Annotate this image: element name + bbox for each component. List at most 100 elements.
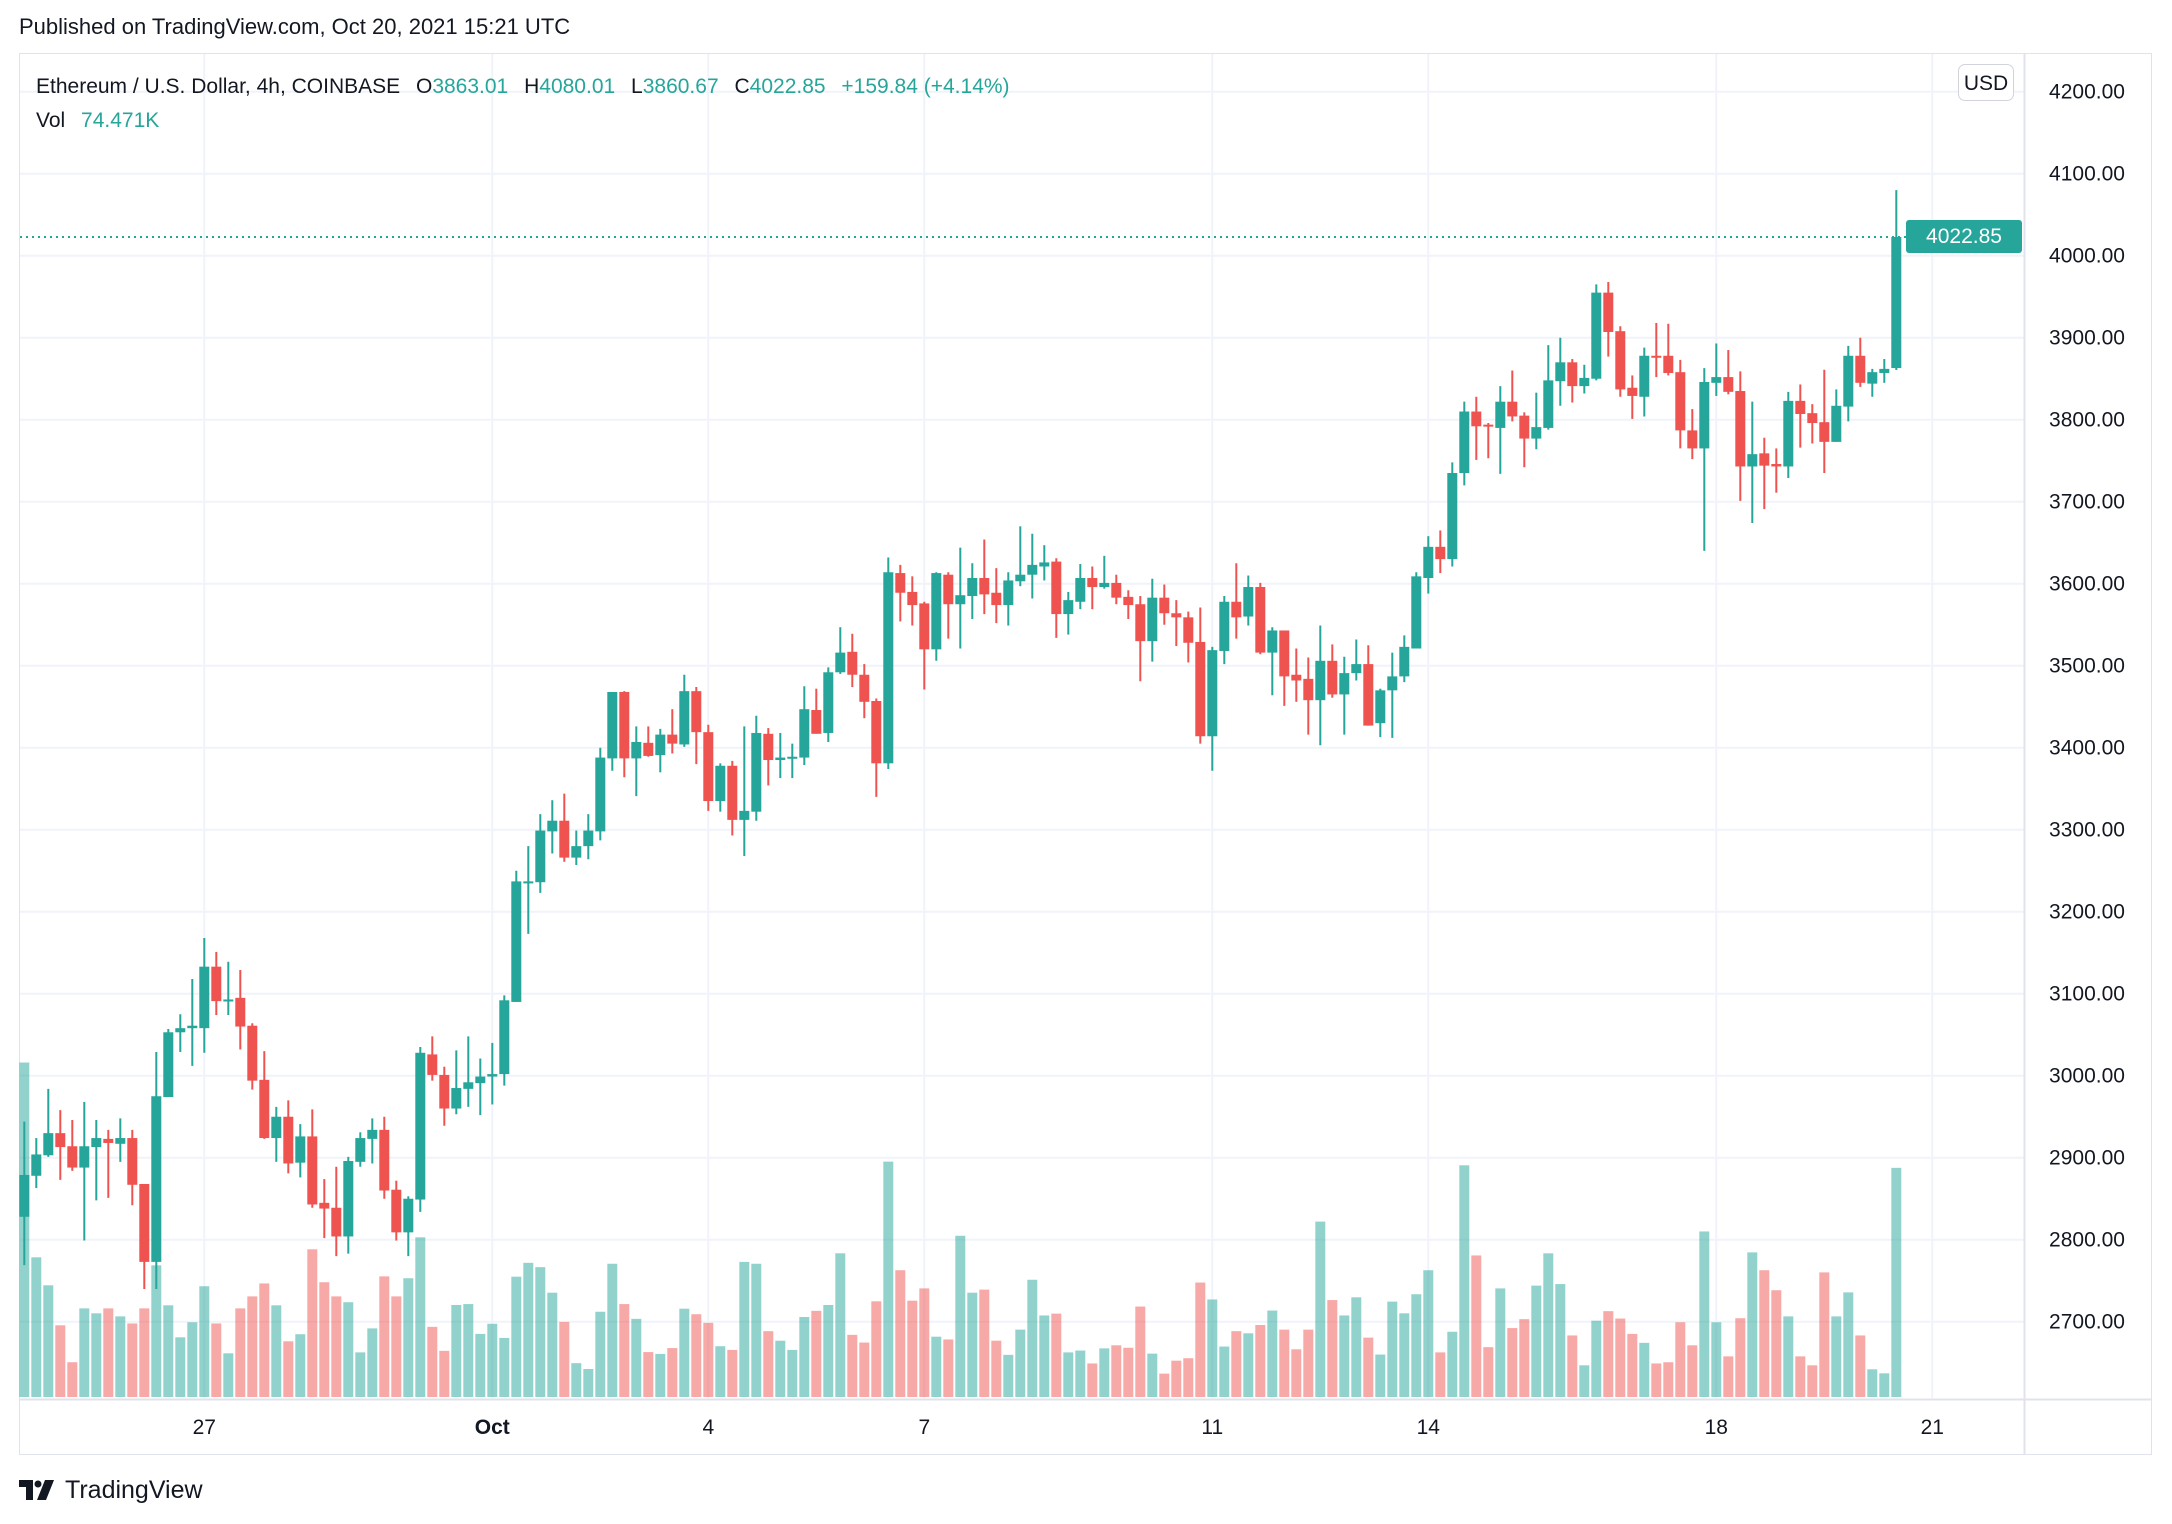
candle[interactable] <box>1555 337 1566 406</box>
candle[interactable] <box>1543 345 1554 430</box>
candle[interactable] <box>475 1058 486 1116</box>
candle[interactable] <box>1819 369 1830 474</box>
candle[interactable] <box>631 726 642 797</box>
candle[interactable] <box>1747 401 1758 524</box>
candle[interactable] <box>1711 343 1722 396</box>
candle[interactable] <box>379 1116 390 1199</box>
candle[interactable] <box>535 814 546 893</box>
candle[interactable] <box>751 715 762 821</box>
candle[interactable] <box>187 978 198 1066</box>
candle[interactable] <box>967 563 978 619</box>
candle[interactable] <box>235 969 246 1050</box>
symbol-title[interactable]: Ethereum / U.S. Dollar, 4h, COINBASE <box>36 75 401 98</box>
candle[interactable] <box>1375 688 1386 738</box>
candle[interactable] <box>1039 545 1050 581</box>
candle[interactable] <box>487 1042 498 1105</box>
candle[interactable] <box>1663 323 1674 376</box>
candle[interactable] <box>319 1179 330 1239</box>
candle[interactable] <box>391 1180 402 1241</box>
candle[interactable] <box>31 1138 42 1189</box>
candle[interactable] <box>1063 591 1074 635</box>
tradingview-logo[interactable]: TradingView <box>19 1474 203 1506</box>
candle[interactable] <box>1339 656 1350 735</box>
candle[interactable] <box>571 830 582 865</box>
candle[interactable] <box>823 667 834 742</box>
candle[interactable] <box>1327 644 1338 698</box>
candle[interactable] <box>907 576 918 626</box>
candle[interactable] <box>583 814 594 860</box>
candle[interactable] <box>931 572 942 661</box>
candle[interactable] <box>559 793 570 862</box>
candle[interactable] <box>1351 639 1362 681</box>
candle[interactable] <box>1387 652 1398 738</box>
candle[interactable] <box>1243 575 1254 626</box>
candle[interactable] <box>55 1110 66 1180</box>
candle[interactable] <box>607 691 618 771</box>
candle[interactable] <box>1495 386 1506 474</box>
candle[interactable] <box>163 1028 174 1098</box>
candle[interactable] <box>667 709 678 754</box>
candle[interactable] <box>1603 281 1614 357</box>
candle[interactable] <box>1399 635 1410 683</box>
candle[interactable] <box>883 557 894 770</box>
candle[interactable] <box>1831 389 1842 442</box>
candle[interactable] <box>619 691 630 778</box>
candle[interactable] <box>1435 530 1446 574</box>
candle[interactable] <box>811 688 822 734</box>
candle[interactable] <box>727 760 738 836</box>
candle[interactable] <box>1651 322 1662 378</box>
candle[interactable] <box>691 687 702 765</box>
candle[interactable] <box>919 601 930 690</box>
candle[interactable] <box>1159 584 1170 625</box>
candle[interactable] <box>19 1121 30 1266</box>
candle[interactable] <box>1111 574 1122 605</box>
candle[interactable] <box>1291 648 1302 702</box>
candle[interactable] <box>1675 359 1686 449</box>
candle[interactable] <box>463 1036 474 1107</box>
candle[interactable] <box>1423 536 1434 594</box>
candle[interactable] <box>211 951 222 1016</box>
candle[interactable] <box>1303 657 1314 735</box>
candle[interactable] <box>127 1129 138 1206</box>
currency-button[interactable]: USD <box>1958 64 2014 101</box>
candle[interactable] <box>259 1051 270 1139</box>
candle[interactable] <box>79 1101 90 1241</box>
candle[interactable] <box>1123 590 1134 619</box>
candle[interactable] <box>643 726 654 757</box>
candle[interactable] <box>1843 345 1854 422</box>
candle[interactable] <box>895 564 906 622</box>
candle[interactable] <box>955 547 966 649</box>
candle[interactable] <box>1855 337 1866 387</box>
candle[interactable] <box>499 995 510 1086</box>
candle[interactable] <box>199 937 210 1053</box>
candle[interactable] <box>247 1023 258 1090</box>
candle[interactable] <box>1015 526 1026 587</box>
candle[interactable] <box>1147 578 1158 662</box>
candle[interactable] <box>679 674 690 747</box>
candle[interactable] <box>1171 600 1182 647</box>
candle[interactable] <box>1027 533 1038 599</box>
candle[interactable] <box>511 870 522 1002</box>
candle[interactable] <box>871 698 882 797</box>
candle[interactable] <box>1795 384 1806 448</box>
candle[interactable] <box>1735 371 1746 501</box>
candle[interactable] <box>1195 607 1206 744</box>
candle[interactable] <box>1267 627 1278 696</box>
candle[interactable] <box>1135 596 1146 682</box>
candle[interactable] <box>1411 572 1422 649</box>
candle[interactable] <box>223 961 234 1016</box>
candle[interactable] <box>343 1156 354 1254</box>
candle[interactable] <box>1087 566 1098 610</box>
candle[interactable] <box>295 1124 306 1178</box>
candle[interactable] <box>655 728 666 773</box>
candle[interactable] <box>355 1132 366 1167</box>
candle[interactable] <box>1075 564 1086 610</box>
candle[interactable] <box>1459 401 1470 486</box>
candle[interactable] <box>847 633 858 688</box>
candle[interactable] <box>1579 364 1590 394</box>
candle[interactable] <box>799 686 810 765</box>
candle[interactable] <box>943 572 954 639</box>
candle[interactable] <box>427 1036 438 1081</box>
candle[interactable] <box>283 1100 294 1174</box>
